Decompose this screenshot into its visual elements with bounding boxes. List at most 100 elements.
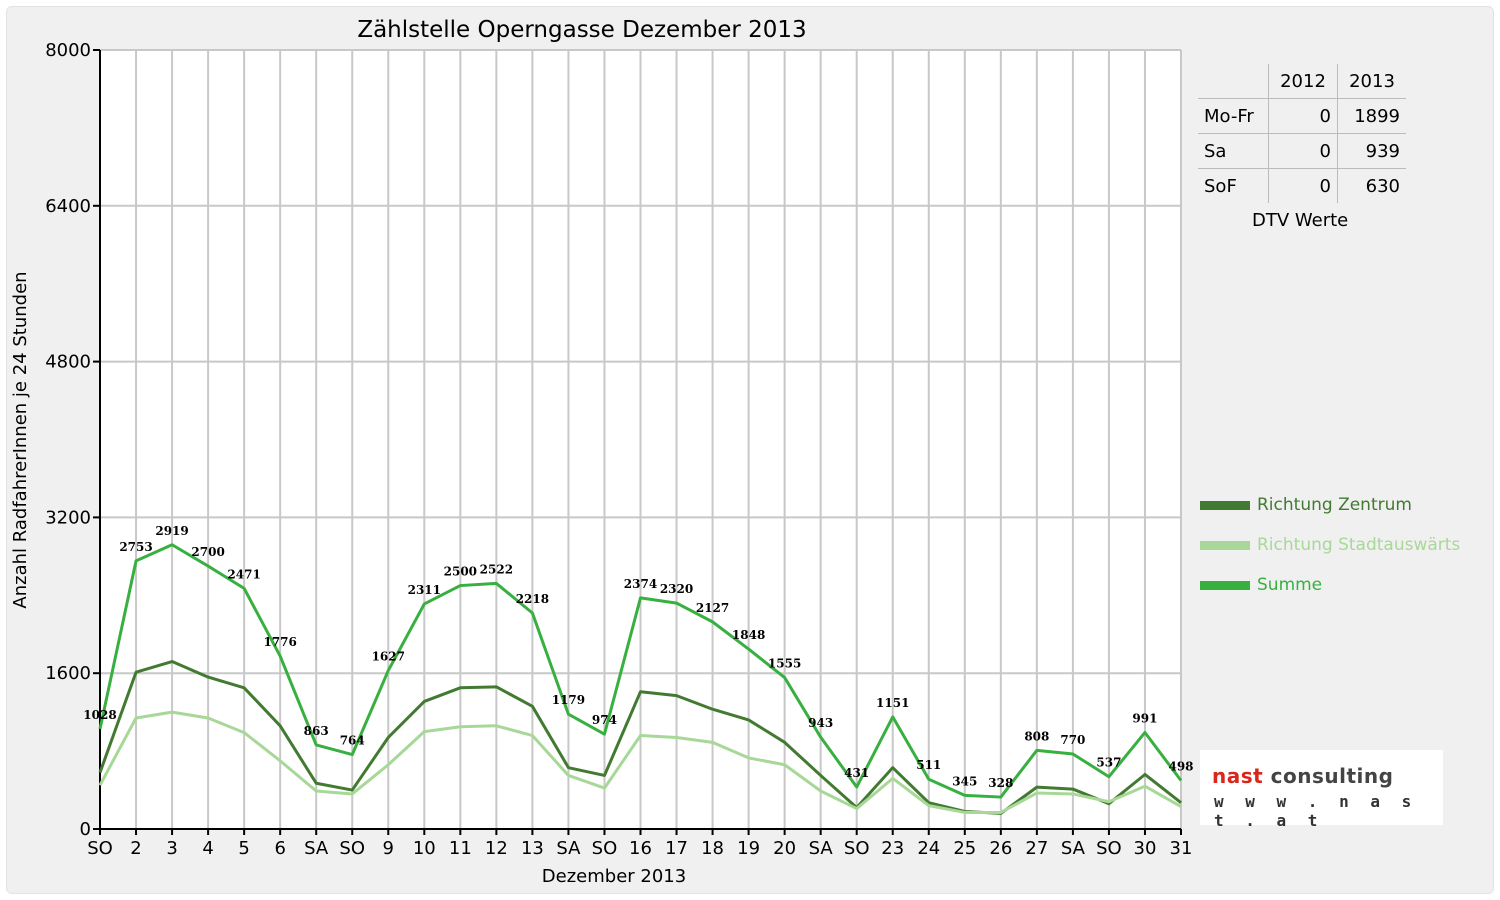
y-axis-title: Anzahl RadfahrerInnen je 24 Stunden bbox=[10, 271, 31, 608]
data-label: 2374 bbox=[624, 577, 657, 591]
y-tick-label: 3200 bbox=[45, 507, 91, 528]
x-tick-label: 11 bbox=[449, 838, 472, 859]
x-tick-label: 23 bbox=[881, 838, 904, 859]
x-tick-label: 9 bbox=[383, 838, 394, 859]
logo-brand-first: nast bbox=[1212, 764, 1264, 788]
y-tick-label: 8000 bbox=[45, 40, 91, 61]
dtv-row-mofr: Mo-Fr 0 1899 bbox=[1198, 98, 1406, 134]
dtv-value-2013: 1899 bbox=[1337, 98, 1406, 134]
x-tick-label: 6 bbox=[274, 838, 285, 859]
data-label: 2500 bbox=[444, 565, 477, 579]
dtv-value-2013: 939 bbox=[1337, 133, 1406, 169]
data-label: 1028 bbox=[83, 708, 116, 722]
data-label: 2522 bbox=[480, 562, 513, 576]
x-tick-label: SO bbox=[87, 838, 113, 859]
data-label: 974 bbox=[592, 713, 617, 727]
data-label: 511 bbox=[916, 758, 941, 772]
dtv-value-2012: 0 bbox=[1268, 133, 1338, 169]
dtv-value-2012: 0 bbox=[1268, 168, 1338, 203]
x-tick-label: SA bbox=[1061, 838, 1086, 859]
x-tick-label: 30 bbox=[1134, 838, 1157, 859]
x-tick-label: 20 bbox=[773, 838, 796, 859]
data-label: 1151 bbox=[876, 696, 909, 710]
data-label: 2218 bbox=[516, 592, 549, 606]
y-tick-label: 1600 bbox=[45, 663, 91, 684]
data-labels: 1028275329192700247117768637641627231125… bbox=[83, 524, 1193, 790]
x-tick-label: SO bbox=[592, 838, 618, 859]
series-line-summe bbox=[98, 543, 1183, 799]
data-label: 808 bbox=[1024, 729, 1049, 743]
data-label: 328 bbox=[988, 776, 1013, 790]
dtv-row-sa: Sa 0 939 bbox=[1198, 133, 1406, 169]
x-tick-label: 25 bbox=[953, 838, 976, 859]
x-tick-label: SA bbox=[304, 838, 329, 859]
x-tick-label: SO bbox=[1096, 838, 1122, 859]
data-label: 498 bbox=[1168, 760, 1193, 774]
x-tick-label: SO bbox=[339, 838, 365, 859]
legend-item-richtung-stadtauswaerts: Richtung Stadtauswärts bbox=[1200, 534, 1460, 556]
logo-url: w w w . n a s t . a t bbox=[1214, 792, 1418, 830]
dtv-value-2013: 630 bbox=[1365, 175, 1400, 197]
data-label: 1776 bbox=[263, 635, 296, 649]
data-label: 2471 bbox=[227, 567, 260, 581]
dtv-header-2012: 2012 bbox=[1268, 64, 1338, 99]
x-tick-label: SA bbox=[809, 838, 834, 859]
series-lines bbox=[98, 543, 1183, 815]
dtv-row-label: Sa bbox=[1198, 133, 1269, 169]
data-label: 2311 bbox=[408, 583, 441, 597]
x-tick-label: SA bbox=[556, 838, 581, 859]
dtv-header-empty bbox=[1198, 64, 1269, 99]
data-label: 770 bbox=[1060, 733, 1085, 747]
series-line-richtung-stadtauswaerts bbox=[98, 710, 1182, 814]
data-label: 537 bbox=[1096, 756, 1121, 770]
data-label: 2320 bbox=[660, 582, 693, 596]
x-tick-labels: SO 2 3 4 5 6 SA SO 9 10 11 12 13 SA SO 16 17 18 19 20 SA SO 23… bbox=[87, 838, 1192, 859]
data-label: 943 bbox=[808, 716, 833, 730]
data-label: 345 bbox=[952, 774, 977, 788]
x-tick-label: 2 bbox=[130, 838, 141, 859]
y-tick-label: 6400 bbox=[45, 196, 91, 217]
x-tick-label: 19 bbox=[737, 838, 760, 859]
x-tick-label: 10 bbox=[413, 838, 436, 859]
x-axis-title: Dezember 2013 bbox=[542, 866, 686, 887]
dtv-row-label: Mo-Fr bbox=[1198, 98, 1269, 134]
x-tick-label: 31 bbox=[1170, 838, 1193, 859]
axes bbox=[93, 49, 1182, 835]
dtv-header-row: 2012 2013 bbox=[1198, 64, 1406, 99]
x-tick-label: 17 bbox=[665, 838, 688, 859]
grid-lines bbox=[100, 49, 1182, 829]
data-label: 1627 bbox=[372, 650, 405, 664]
dtv-header-2013: 2013 bbox=[1337, 64, 1406, 99]
legend-swatch bbox=[1200, 580, 1250, 590]
chart-title: Zählstelle Operngasse Dezember 2013 bbox=[357, 17, 806, 43]
x-tick-label: 4 bbox=[202, 838, 213, 859]
x-tick-label: 26 bbox=[989, 838, 1012, 859]
nast-consulting-logo: nast consulting w w w . n a s t . a t bbox=[1200, 750, 1443, 830]
data-label: 1848 bbox=[732, 628, 765, 642]
x-tick-label: 16 bbox=[629, 838, 652, 859]
x-tick-label: 13 bbox=[521, 838, 544, 859]
data-label: 991 bbox=[1132, 712, 1157, 726]
dtv-value-2012: 0 bbox=[1268, 98, 1338, 134]
logo-brand-second: consulting bbox=[1263, 764, 1394, 788]
y-tick-labels: 0 1600 3200 4800 6400 8000 bbox=[45, 40, 91, 840]
dtv-table: 2012 2013 Mo-Fr 0 1899 Sa 0 939 SoF 0 63… bbox=[1198, 64, 1406, 203]
x-tick-label: 3 bbox=[166, 838, 177, 859]
x-tick-label: 12 bbox=[485, 838, 508, 859]
x-tick-label: 5 bbox=[238, 838, 249, 859]
legend-label: Richtung Zentrum bbox=[1257, 495, 1412, 515]
dtv-row-sof: SoF 0 630 bbox=[1198, 168, 1406, 203]
dtv-row-label: SoF bbox=[1198, 168, 1269, 203]
data-label: 2700 bbox=[191, 545, 224, 559]
x-tick-label: 18 bbox=[701, 838, 724, 859]
dtv-caption: DTV Werte bbox=[1252, 210, 1349, 231]
x-tick-label: SO bbox=[844, 838, 870, 859]
logo-brand: nast consulting bbox=[1212, 764, 1393, 788]
legend-label: Richtung Stadtauswärts bbox=[1257, 535, 1461, 555]
data-label: 2919 bbox=[155, 524, 188, 538]
data-label: 764 bbox=[340, 734, 365, 748]
data-label: 1179 bbox=[552, 693, 585, 707]
legend-label: Summe bbox=[1257, 575, 1323, 595]
legend-item-summe: Summe bbox=[1200, 574, 1322, 596]
